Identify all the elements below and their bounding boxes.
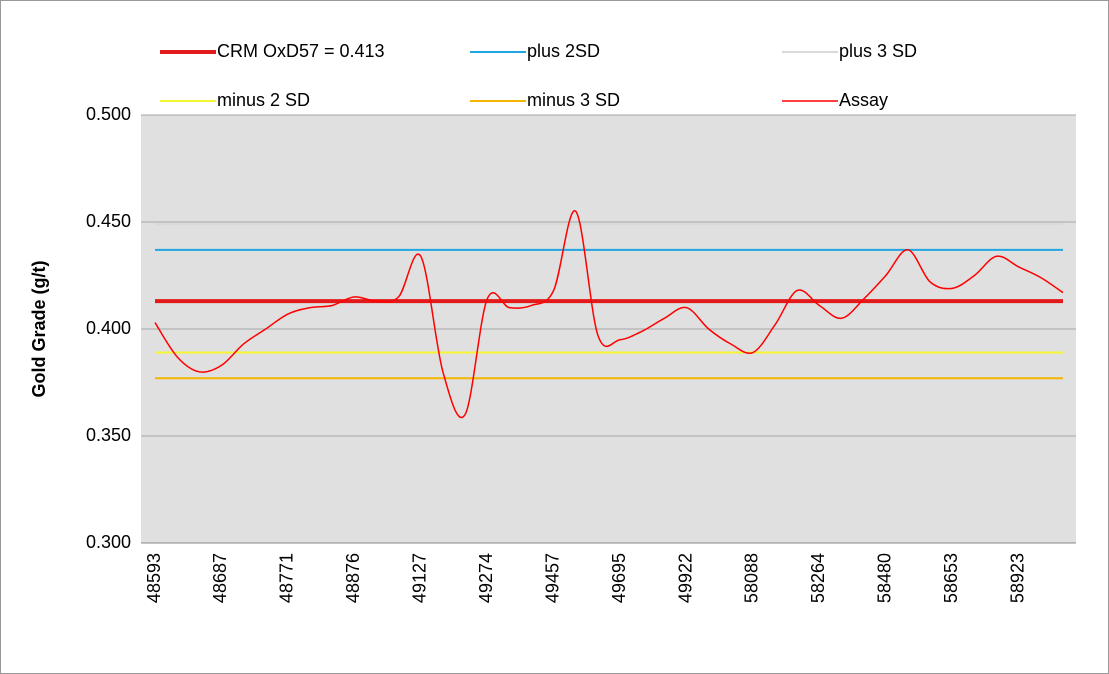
legend-label: Assay: [839, 90, 888, 110]
x-tick-label: 49695: [609, 553, 629, 603]
x-tick-label: 49274: [476, 553, 496, 603]
x-tick-label: 58480: [875, 553, 895, 603]
legend-label: CRM OxD57 = 0.413: [217, 41, 385, 61]
x-tick-label: 48593: [144, 553, 164, 603]
x-tick-label: 58264: [808, 553, 828, 603]
x-tick-label: 49127: [410, 553, 430, 603]
legend-label: minus 2 SD: [217, 90, 310, 110]
y-tick-label: 0.450: [86, 211, 131, 231]
x-tick-label: 49922: [675, 553, 695, 603]
y-axis-label: Gold Grade (g/t): [29, 260, 49, 397]
y-tick-label: 0.300: [86, 532, 131, 552]
x-tick-label: 49457: [542, 553, 562, 603]
x-tick-label: 58653: [941, 553, 961, 603]
x-tick-label: 48771: [277, 553, 297, 603]
legend-label: minus 3 SD: [527, 90, 620, 110]
assay-line: [154, 210, 1064, 418]
x-tick-label: 48876: [343, 553, 363, 603]
legend-label: plus 3 SD: [839, 41, 917, 61]
x-tick-label: 58088: [742, 553, 762, 603]
x-tick-label: 58923: [1007, 553, 1027, 603]
y-tick-label: 0.400: [86, 318, 131, 338]
y-tick-label: 0.350: [86, 425, 131, 445]
legend-label: plus 2SD: [527, 41, 600, 61]
x-tick-label: 48687: [210, 553, 230, 603]
y-tick-label: 0.500: [86, 104, 131, 124]
